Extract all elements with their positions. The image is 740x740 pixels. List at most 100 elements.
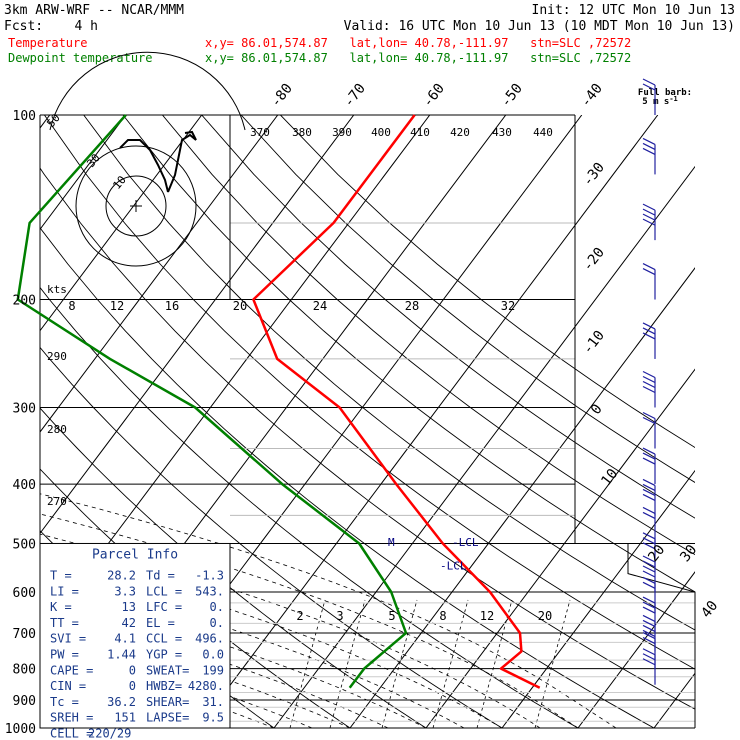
wind-key-label: Full barb: xyxy=(638,88,692,98)
hodograph-speed-label: 16 xyxy=(165,299,179,313)
dry-adiabat-line xyxy=(40,286,579,728)
theta-e-label: 390 xyxy=(332,126,352,139)
parcel-value: 543. xyxy=(195,584,224,598)
wind-barb-flag xyxy=(642,142,656,150)
theta-label: 280 xyxy=(47,423,67,436)
theta-e-label: 370 xyxy=(250,126,270,139)
wind-barb-flag xyxy=(642,83,656,91)
hodograph-ring-label: 10 xyxy=(110,173,128,192)
parcel-value: -1.3 xyxy=(195,568,224,582)
isotherm-line xyxy=(40,115,279,433)
parcel-label: LFC = xyxy=(146,600,182,614)
wind-barb-flag xyxy=(642,267,656,276)
parcel-label: CELL = xyxy=(50,726,93,740)
wind-barb-flag xyxy=(642,629,656,637)
wind-barb-flag xyxy=(642,601,656,609)
wind-barb-flag xyxy=(642,203,656,211)
theta-e-label: 380 xyxy=(292,126,312,139)
pressure-tick-label: 100 xyxy=(13,109,36,124)
parcel-value: 42 xyxy=(122,616,136,630)
isotherm-label: 40 xyxy=(698,598,721,621)
legend-temperature-name: Temperature xyxy=(8,36,87,50)
theta-e-label: 430 xyxy=(492,126,512,139)
parcel-label: SREH = xyxy=(50,711,93,725)
wind-barb-flag xyxy=(642,380,656,389)
isotherm-line xyxy=(273,165,695,728)
parcel-info-title: Parcel Info xyxy=(92,547,178,562)
wind-barb-flag xyxy=(642,416,656,425)
parcel-value: 1.44 xyxy=(107,647,136,661)
right-frame-lower xyxy=(575,543,696,728)
isotherm-line xyxy=(501,469,695,728)
model-title: 3km ARW-WRF -- NCAR/MMM xyxy=(4,3,184,18)
mixing-ratio-line xyxy=(432,599,469,728)
parcel-value: 151 xyxy=(114,711,136,725)
parcel-label: CAPE = xyxy=(50,663,93,677)
parcel-label: CCL = xyxy=(146,632,182,646)
temperature-profile-line xyxy=(252,114,541,689)
wind-barb-flag xyxy=(642,213,656,221)
wind-barb-flag xyxy=(642,137,656,145)
wind-barb-flag xyxy=(642,370,656,379)
isotherm-label: -80 xyxy=(268,81,296,111)
mixing-ratio-label: 5 xyxy=(388,609,395,623)
isotherm-label: -40 xyxy=(578,81,606,111)
parcel-value: 4.1 xyxy=(114,632,136,646)
hodograph-ring xyxy=(105,175,167,237)
legend-temperature-location: x,y= 86.01,574.87 lat,lon= 40.78,-111.97… xyxy=(205,36,631,50)
hodograph-speed-label: 32 xyxy=(501,299,515,313)
parcel-label: LCL = xyxy=(146,584,182,598)
wind-barb-flag xyxy=(642,483,656,491)
m-label: M xyxy=(388,536,395,549)
wind-barb-flag xyxy=(642,596,656,604)
mixing-ratio-label: 12 xyxy=(480,609,494,623)
pressure-tick-label: 400 xyxy=(13,478,36,493)
mixing-ratio-label: 20 xyxy=(538,609,552,623)
wind-barb-flag xyxy=(642,637,656,645)
parcel-label: SVI = xyxy=(50,632,86,646)
legend-dewpoint-location: x,y= 86.01,574.87 lat,lon= 40.78,-111.97… xyxy=(205,51,631,65)
parcel-label: SHEAR= xyxy=(146,695,189,709)
hodograph-speed-label: 20 xyxy=(233,299,247,313)
wind-barb-flag xyxy=(642,555,656,563)
mixing-ratio-line xyxy=(534,599,571,728)
wind-barbs xyxy=(642,78,656,685)
forecast-hour: Fcst: 4 h xyxy=(4,19,98,34)
parcel-label: T = xyxy=(50,568,72,582)
hodograph-outer-ring xyxy=(49,51,246,131)
isotherm-label: -50 xyxy=(498,81,526,111)
isotherm-label: -10 xyxy=(580,328,608,358)
wind-barb-flag xyxy=(642,532,656,540)
isotherm-line xyxy=(40,115,127,231)
theta-label: 270 xyxy=(47,495,67,508)
dry-adiabat-line xyxy=(40,167,695,710)
parcel-value: 0 xyxy=(129,663,136,677)
parcel-label: HWBZ= xyxy=(146,679,182,693)
dry-adiabat-line xyxy=(40,227,655,728)
mixing-ratio-label: 2 xyxy=(296,609,303,623)
wind-barb-flag xyxy=(642,576,656,584)
wind-barb-flag xyxy=(642,411,656,420)
wind-barb-flag xyxy=(642,208,656,216)
parcel-value: 199 xyxy=(202,663,224,677)
wind-barb-flag xyxy=(642,322,656,330)
parcel-value: 0.0 xyxy=(202,647,224,661)
pressure-tick-label: 800 xyxy=(13,663,36,678)
parcel-panel-bg xyxy=(39,542,231,729)
legend-dewpoint-name: Dewpoint temperature xyxy=(8,51,153,65)
mixing-ratio-label: 8 xyxy=(439,609,446,623)
wind-barb-flag xyxy=(642,332,656,340)
wind-barb-flag xyxy=(642,506,656,515)
hodograph-ring xyxy=(75,145,197,267)
wind-barb-flag xyxy=(642,648,656,656)
wind-barb-flag xyxy=(642,457,656,465)
parcel-label: Tc = xyxy=(50,695,79,709)
hodograph-ring-label: 50 xyxy=(44,111,62,130)
parcel-value: 28.2 xyxy=(107,568,136,582)
wind-barb-flag xyxy=(642,565,656,573)
pressure-tick-label: 600 xyxy=(13,586,36,601)
mixing-ratio-line xyxy=(381,599,418,728)
hodograph-speed-label: 28 xyxy=(405,299,419,313)
wind-barb-flag xyxy=(642,452,656,460)
parcel-value: 4280. xyxy=(188,679,224,693)
